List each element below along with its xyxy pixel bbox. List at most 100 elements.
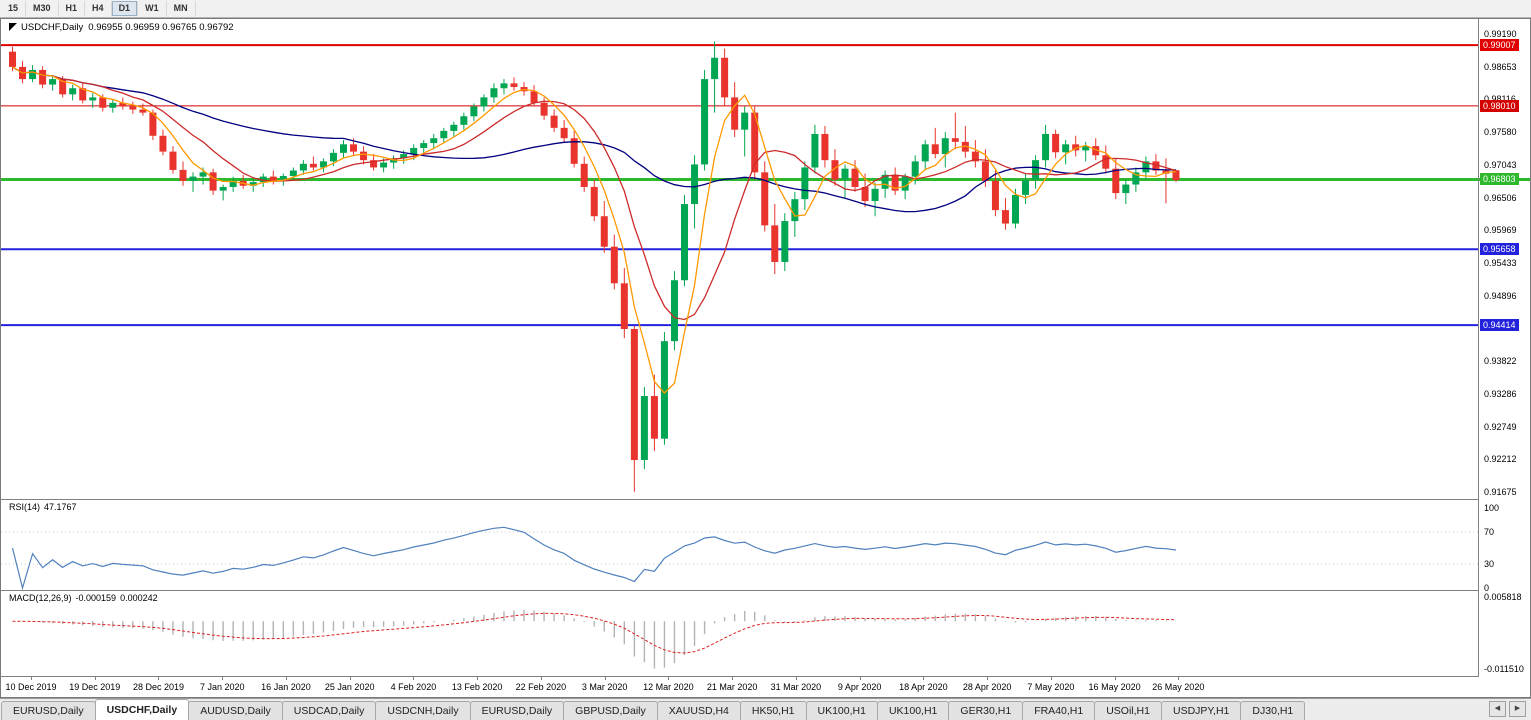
date-tick	[222, 677, 224, 680]
candle-body	[861, 186, 869, 201]
tab-audusd-daily[interactable]: AUDUSD,Daily	[188, 701, 283, 720]
main-price-pane: USDCHF,Daily 0.96955 0.96959 0.96765 0.96…	[1, 19, 1478, 499]
tab-xauusd-h4[interactable]: XAUUSD,H4	[656, 701, 741, 720]
tab-dj30-h1[interactable]: DJ30,H1	[1240, 701, 1306, 720]
candle-body	[89, 97, 97, 101]
chart-window: USDCHF,Daily 0.96955 0.96959 0.96765 0.96…	[0, 18, 1531, 698]
tab-gbpusd-daily[interactable]: GBPUSD,Daily	[563, 701, 658, 720]
date-tick	[732, 677, 734, 680]
tab-uk100-h1[interactable]: UK100,H1	[876, 701, 950, 720]
rsi-tick: 70	[1484, 527, 1495, 537]
tab-ger30-h1[interactable]: GER30,H1	[948, 701, 1024, 720]
candle-body	[370, 160, 378, 168]
candle-body	[741, 112, 749, 130]
candle-body	[350, 144, 358, 152]
candle-body	[781, 221, 789, 262]
price-tag[interactable]: 0.99007	[1480, 39, 1519, 52]
candle-body	[49, 79, 57, 85]
candle-body	[179, 169, 187, 181]
rsi-value: 47.1767	[44, 502, 77, 512]
tab-eurusd-daily[interactable]: EURUSD,Daily	[1, 701, 96, 720]
pane-separator	[1, 676, 1530, 677]
candle-body	[711, 57, 719, 80]
price-tag[interactable]: 0.98010	[1480, 99, 1519, 112]
timeframe-button-h4[interactable]: H4	[85, 1, 112, 16]
candle-body	[540, 102, 548, 116]
candle-body	[259, 176, 267, 183]
candle-body	[450, 124, 458, 131]
tab-usdcad-daily[interactable]: USDCAD,Daily	[281, 701, 377, 720]
pane-separator[interactable]	[1, 590, 1530, 591]
price-tag[interactable]: 0.94414	[1480, 319, 1519, 332]
candle-body	[1102, 155, 1110, 169]
price-tick: 0.97043	[1484, 159, 1517, 170]
tab-scroll-left-button[interactable]: ◀	[1489, 701, 1506, 717]
macd-pane: MACD(12,26,9) -0.000159 0.000242	[1, 591, 1478, 676]
timeframe-button-15[interactable]: 15	[1, 1, 27, 16]
candle-body	[1112, 168, 1120, 194]
price-tick: 0.95969	[1484, 225, 1517, 236]
pane-separator[interactable]	[1, 499, 1530, 500]
rsi-tick: 100	[1484, 503, 1500, 513]
date-label: 12 Mar 2020	[643, 682, 694, 692]
candle-body	[1152, 161, 1160, 171]
candle-body	[701, 79, 709, 165]
tab-scroll-controls: ◀ ▶	[1489, 701, 1531, 720]
date-label: 9 Apr 2020	[837, 682, 882, 692]
candle-body	[199, 172, 207, 177]
candle-body	[249, 182, 257, 186]
candle-body	[219, 186, 227, 191]
date-label: 31 Mar 2020	[770, 682, 822, 692]
timeframe-button-w1[interactable]: W1	[138, 1, 167, 16]
tab-usdjpy-h1[interactable]: USDJPY,H1	[1160, 701, 1242, 720]
date-axis[interactable]: 10 Dec 2019 19 Dec 2019 28 Dec 2019 7 Jan 2…	[1, 677, 1478, 697]
candle-body	[891, 174, 899, 191]
candle-body	[129, 106, 137, 110]
candle-body	[1052, 133, 1060, 153]
candle-body	[731, 97, 739, 130]
rsi-canvas[interactable]	[1, 500, 1478, 590]
price-tick: 0.93286	[1484, 388, 1517, 399]
timeframe-button-mn[interactable]: MN	[167, 1, 196, 16]
tab-scroll-right-button[interactable]: ▶	[1509, 701, 1526, 717]
date-tick	[795, 677, 797, 680]
tab-eurusd-daily[interactable]: EURUSD,Daily	[469, 701, 565, 720]
candle-body	[69, 88, 77, 95]
candle-body	[360, 151, 368, 161]
price-axis[interactable]: 0.99190 0.98653 0.98116 0.97580 0.97043 0.965…	[1479, 19, 1530, 677]
tab-usdchf-daily[interactable]: USDCHF,Daily	[94, 699, 190, 720]
date-label: 7 Jan 2020	[199, 682, 245, 692]
candle-body	[470, 106, 478, 117]
timeframe-button-d1[interactable]: D1	[111, 1, 139, 16]
candle-body	[480, 97, 488, 107]
price-tag[interactable]: 0.96803	[1480, 173, 1519, 186]
rsi-line	[11, 526, 1177, 590]
candle-body	[681, 204, 689, 281]
candle-body	[309, 163, 317, 168]
candle-body	[660, 341, 668, 439]
price-tick: 0.92212	[1484, 454, 1517, 465]
macd-canvas[interactable]	[1, 591, 1478, 676]
timeframe-button-m30[interactable]: M30	[26, 1, 59, 16]
date-tick	[540, 677, 542, 680]
date-tick	[859, 677, 861, 680]
tab-hk50-h1[interactable]: HK50,H1	[739, 701, 807, 720]
date-label: 22 Feb 2020	[515, 682, 567, 692]
timeframe-button-h1[interactable]: H1	[59, 1, 86, 16]
tab-uk100-h1[interactable]: UK100,H1	[805, 701, 878, 720]
date-label: 26 May 2020	[1152, 682, 1205, 692]
candle-body	[1132, 172, 1140, 185]
tab-fra40-h1[interactable]: FRA40,H1	[1022, 701, 1096, 720]
price-tag[interactable]: 0.95658	[1480, 243, 1519, 256]
tab-usdcnh-daily[interactable]: USDCNH,Daily	[375, 701, 471, 720]
rsi-tick: 30	[1484, 559, 1495, 569]
tab-usoil-h1[interactable]: USOil,H1	[1094, 701, 1162, 720]
candle-body	[319, 161, 327, 168]
date-tick	[923, 677, 925, 680]
candle-body	[600, 216, 608, 247]
price-tick: 0.95433	[1484, 257, 1517, 268]
candle-body	[1122, 184, 1130, 194]
chart-title: USDCHF,Daily 0.96955 0.96959 0.96765 0.96…	[9, 22, 234, 33]
candle-body	[510, 83, 518, 88]
price-chart-canvas[interactable]	[1, 19, 1478, 499]
